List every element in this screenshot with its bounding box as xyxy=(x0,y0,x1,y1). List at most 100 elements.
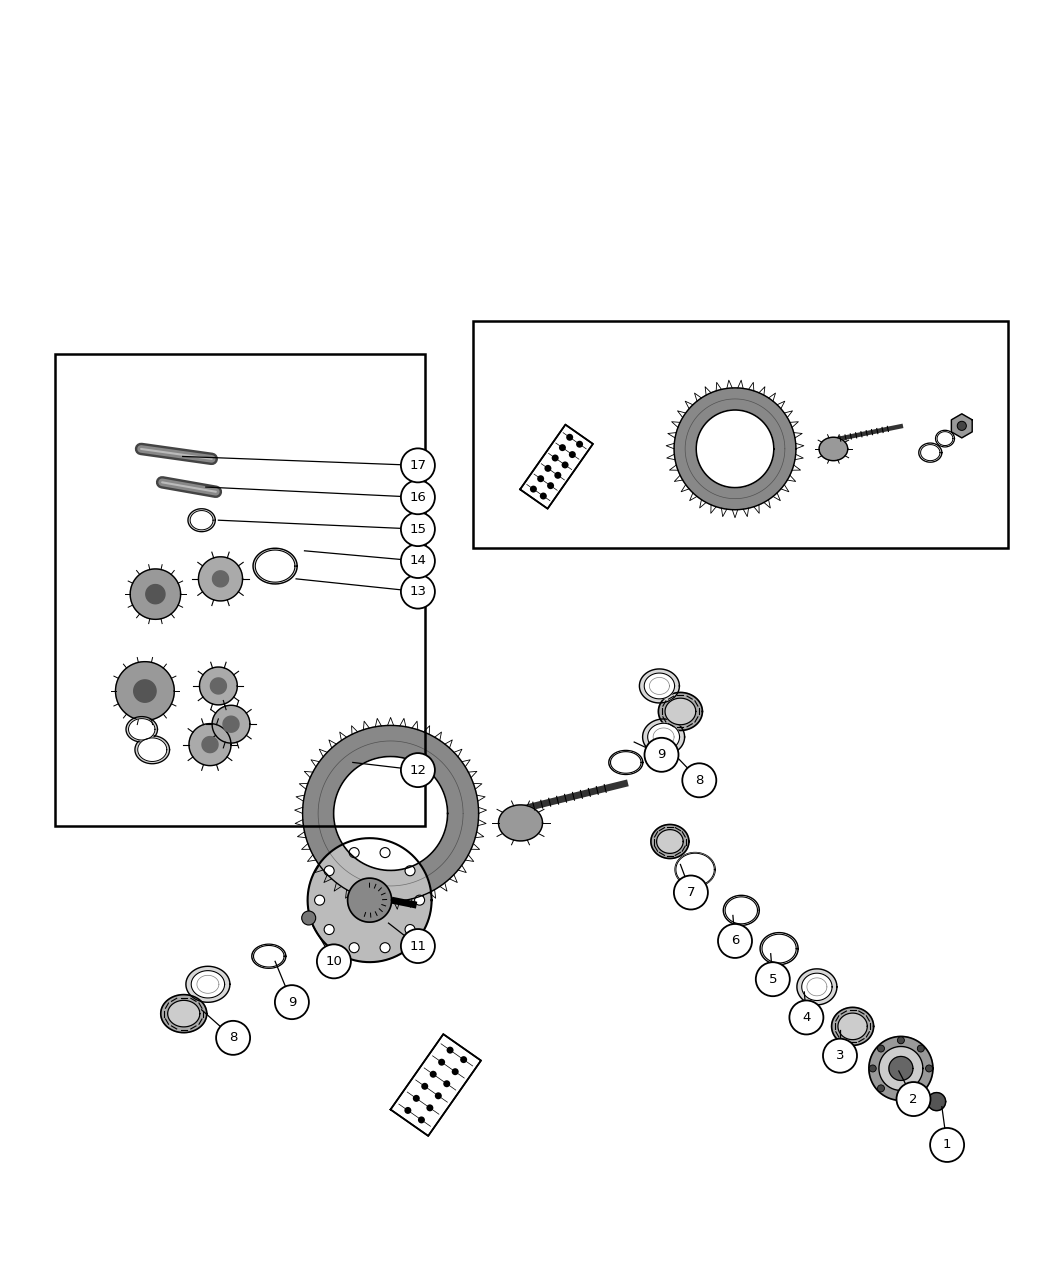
Polygon shape xyxy=(212,705,250,743)
Circle shape xyxy=(380,942,390,952)
Circle shape xyxy=(918,1046,924,1052)
Polygon shape xyxy=(116,662,174,720)
Polygon shape xyxy=(802,973,832,1001)
Circle shape xyxy=(823,1039,857,1072)
Text: 16: 16 xyxy=(410,491,426,504)
Polygon shape xyxy=(879,1047,923,1090)
Polygon shape xyxy=(128,719,155,739)
Circle shape xyxy=(958,421,966,431)
Circle shape xyxy=(878,1046,884,1052)
Bar xyxy=(55,354,425,826)
Text: 5: 5 xyxy=(769,973,777,986)
Circle shape xyxy=(559,444,566,451)
Polygon shape xyxy=(937,432,953,445)
Polygon shape xyxy=(191,970,225,998)
Polygon shape xyxy=(675,853,715,886)
Circle shape xyxy=(350,848,359,858)
Polygon shape xyxy=(951,414,972,437)
Polygon shape xyxy=(200,667,237,705)
Circle shape xyxy=(443,1080,450,1088)
Circle shape xyxy=(401,544,435,578)
Circle shape xyxy=(898,1037,904,1044)
Polygon shape xyxy=(161,994,207,1033)
Polygon shape xyxy=(189,724,231,765)
Polygon shape xyxy=(252,945,286,968)
Polygon shape xyxy=(726,896,757,924)
Circle shape xyxy=(460,1056,467,1063)
Circle shape xyxy=(426,1104,434,1112)
Circle shape xyxy=(350,942,359,952)
Circle shape xyxy=(674,876,708,909)
Polygon shape xyxy=(696,411,774,487)
Polygon shape xyxy=(223,717,239,732)
Circle shape xyxy=(540,492,547,500)
Polygon shape xyxy=(927,1093,946,1111)
Text: 7: 7 xyxy=(687,886,695,899)
Polygon shape xyxy=(656,830,684,853)
Circle shape xyxy=(401,575,435,608)
Circle shape xyxy=(576,441,583,448)
Text: 8: 8 xyxy=(229,1031,237,1044)
Circle shape xyxy=(718,924,752,958)
Text: 3: 3 xyxy=(836,1049,844,1062)
Circle shape xyxy=(569,451,575,458)
Polygon shape xyxy=(648,723,679,751)
Text: 14: 14 xyxy=(410,555,426,567)
Circle shape xyxy=(544,465,551,472)
Circle shape xyxy=(898,1093,904,1100)
Polygon shape xyxy=(723,895,759,926)
Polygon shape xyxy=(308,838,432,963)
Circle shape xyxy=(551,454,559,462)
Circle shape xyxy=(554,472,562,479)
Text: 9: 9 xyxy=(288,996,296,1009)
Circle shape xyxy=(452,1068,459,1075)
Polygon shape xyxy=(190,510,213,530)
Circle shape xyxy=(562,462,569,468)
Text: 9: 9 xyxy=(657,748,666,761)
Polygon shape xyxy=(130,569,181,620)
Circle shape xyxy=(317,945,351,978)
Circle shape xyxy=(315,895,324,905)
Polygon shape xyxy=(651,825,689,858)
Circle shape xyxy=(404,1107,412,1114)
Circle shape xyxy=(401,449,435,482)
Text: 4: 4 xyxy=(802,1011,811,1024)
Polygon shape xyxy=(674,388,796,510)
Polygon shape xyxy=(334,756,447,871)
Polygon shape xyxy=(919,444,942,462)
Polygon shape xyxy=(797,969,837,1005)
Circle shape xyxy=(756,963,790,996)
Polygon shape xyxy=(126,717,158,742)
Polygon shape xyxy=(819,437,847,460)
Circle shape xyxy=(790,1001,823,1034)
Text: 11: 11 xyxy=(410,940,426,952)
Circle shape xyxy=(405,924,415,935)
Text: 17: 17 xyxy=(410,459,426,472)
Circle shape xyxy=(401,481,435,514)
Circle shape xyxy=(380,848,390,858)
Polygon shape xyxy=(168,1001,200,1026)
Circle shape xyxy=(918,1085,924,1091)
Polygon shape xyxy=(210,678,227,694)
Text: 6: 6 xyxy=(731,935,739,947)
Polygon shape xyxy=(520,425,593,509)
Polygon shape xyxy=(838,1014,867,1039)
Circle shape xyxy=(566,434,573,441)
Circle shape xyxy=(547,482,554,490)
Polygon shape xyxy=(212,571,229,587)
Circle shape xyxy=(682,764,716,797)
Circle shape xyxy=(401,513,435,546)
Text: 13: 13 xyxy=(410,585,426,598)
Circle shape xyxy=(538,476,544,482)
Circle shape xyxy=(421,1082,428,1090)
Polygon shape xyxy=(610,752,642,773)
Polygon shape xyxy=(499,805,543,842)
Text: 1: 1 xyxy=(943,1139,951,1151)
Text: 2: 2 xyxy=(909,1093,918,1105)
Circle shape xyxy=(418,1117,425,1123)
Polygon shape xyxy=(676,853,714,886)
Text: 12: 12 xyxy=(410,764,426,776)
Polygon shape xyxy=(133,680,156,703)
Circle shape xyxy=(878,1085,884,1091)
Polygon shape xyxy=(202,737,218,752)
